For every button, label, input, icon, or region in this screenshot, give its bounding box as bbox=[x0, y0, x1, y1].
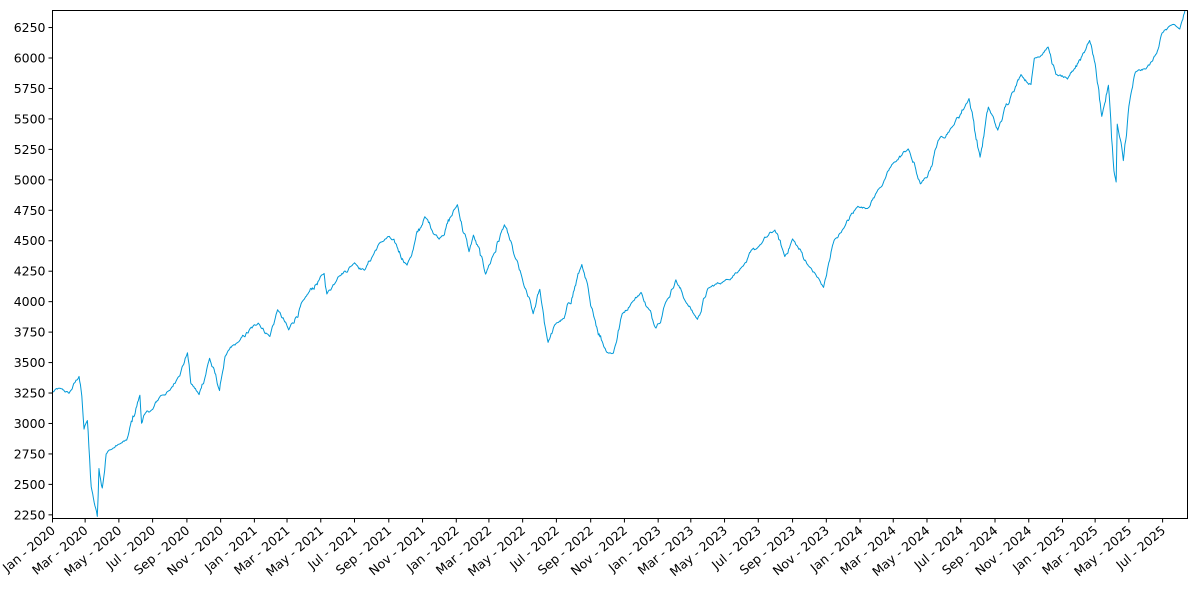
y-tick-label: 6000 bbox=[14, 51, 46, 66]
y-tick-label: 5000 bbox=[14, 172, 46, 187]
y-axis: 2250 2500 2750 3000 3250 3500 3750 4000 4250 4500… bbox=[14, 20, 53, 522]
y-tick-label: 5500 bbox=[14, 111, 46, 126]
y-tick-label: 2250 bbox=[14, 507, 46, 522]
y-tick-label: 5750 bbox=[14, 81, 46, 96]
y-tick-label: 4000 bbox=[14, 294, 46, 309]
y-tick-label: 3000 bbox=[14, 416, 46, 431]
plot-area bbox=[52, 10, 1186, 517]
y-tick-label: 3500 bbox=[14, 355, 46, 370]
y-tick-label: 6250 bbox=[14, 20, 46, 35]
series-line bbox=[52, 10, 1186, 517]
y-tick-label: 3750 bbox=[14, 325, 46, 340]
y-tick-label: 4500 bbox=[14, 233, 46, 248]
y-tick-label: 2750 bbox=[14, 446, 46, 461]
y-tick-label: 5250 bbox=[14, 142, 46, 157]
plot-frame bbox=[52, 10, 1188, 519]
y-tick-label: 4750 bbox=[14, 203, 46, 218]
y-tick-label: 2500 bbox=[14, 477, 46, 492]
y-tick-label: 3250 bbox=[14, 386, 46, 401]
y-tick-label: 4250 bbox=[14, 264, 46, 279]
